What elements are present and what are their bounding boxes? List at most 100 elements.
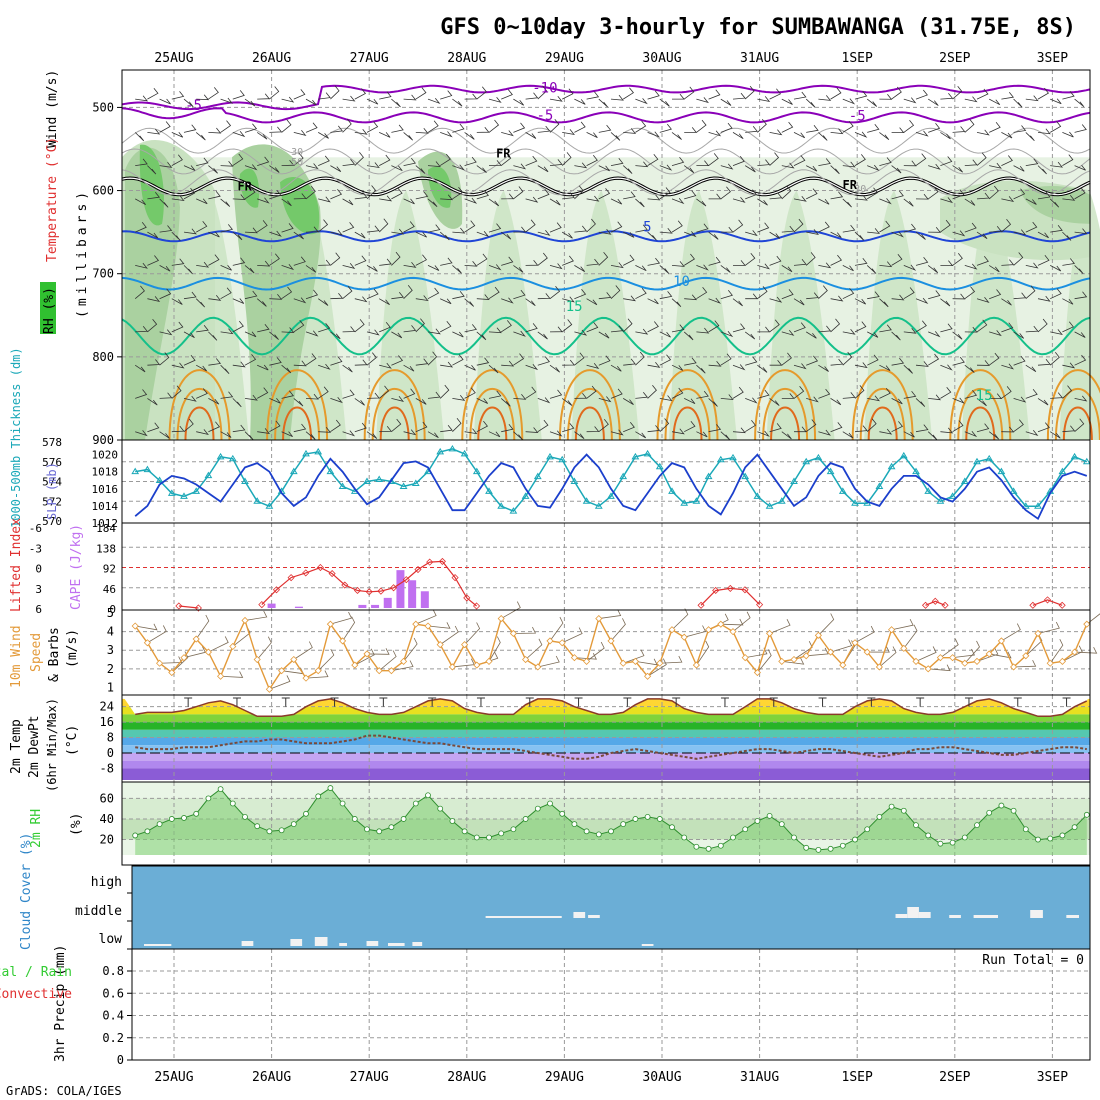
profile-ylabel-pressure: (millibars) bbox=[75, 188, 90, 318]
rh2m-marker bbox=[852, 836, 858, 843]
wind-barb bbox=[391, 98, 401, 108]
wind-barb bbox=[671, 387, 684, 399]
wind-barb bbox=[366, 329, 380, 336]
wind-barb bbox=[915, 153, 927, 166]
wind-barb bbox=[1001, 259, 1015, 266]
wind-barb bbox=[513, 330, 526, 337]
wind-barb bbox=[769, 359, 783, 366]
wind-barb bbox=[696, 364, 706, 374]
thickness-marker bbox=[228, 454, 237, 462]
minmax-bar bbox=[574, 697, 583, 707]
isotherm-dome bbox=[274, 387, 321, 441]
wind10m-barb bbox=[135, 623, 158, 631]
rh-column-mid bbox=[669, 190, 737, 440]
wind-barb bbox=[635, 287, 647, 300]
thickness-marker bbox=[1021, 502, 1030, 509]
isotherm-dome bbox=[770, 406, 801, 441]
wind-barb bbox=[976, 256, 989, 266]
wind-barb bbox=[781, 329, 795, 336]
wind-barb bbox=[854, 231, 865, 241]
wind-barb bbox=[964, 222, 977, 233]
wind-barb bbox=[525, 259, 539, 266]
wind-barb bbox=[574, 98, 586, 105]
wind-barb bbox=[976, 88, 989, 100]
wind-barb bbox=[183, 395, 197, 402]
wind-barb bbox=[903, 287, 915, 300]
wind-barb bbox=[366, 352, 377, 366]
bottom-date-label: 28AUG bbox=[447, 1070, 486, 1085]
isotherm-dome bbox=[176, 387, 223, 441]
wind-barb bbox=[574, 185, 584, 200]
wind-barb bbox=[623, 295, 636, 302]
wind-barb bbox=[952, 126, 966, 133]
rh2m-marker bbox=[791, 834, 797, 841]
wind-barb bbox=[232, 361, 246, 368]
wind-barb bbox=[403, 262, 417, 268]
wind-barb bbox=[378, 218, 389, 233]
cloud-block bbox=[949, 915, 961, 918]
wind10m-y-axis: 1 2 3 4 5 bbox=[107, 606, 114, 694]
wind10m-marker bbox=[851, 639, 859, 647]
y-tick-label: 500 bbox=[92, 100, 114, 114]
wind10m-marker bbox=[436, 641, 444, 649]
wind-barb bbox=[842, 265, 854, 272]
thickness-marker bbox=[741, 472, 750, 480]
wind10m-barb bbox=[940, 638, 959, 658]
wind-barb bbox=[684, 420, 696, 433]
wind-barb bbox=[927, 265, 939, 274]
wind-barb bbox=[793, 218, 804, 233]
minmax-bar bbox=[184, 697, 193, 707]
isotherm-dome bbox=[363, 369, 426, 441]
wind10m-barb bbox=[879, 646, 897, 668]
wind-barb bbox=[476, 86, 487, 100]
wind-barb bbox=[183, 187, 196, 200]
wind10m-barb bbox=[732, 611, 751, 632]
minmax-bar bbox=[379, 697, 388, 707]
wind-barb bbox=[208, 295, 222, 301]
wind10m-marker bbox=[827, 648, 835, 656]
wind-barb bbox=[476, 294, 490, 300]
wind-barb bbox=[500, 231, 512, 240]
wind-barb bbox=[403, 221, 415, 233]
bottom-date-axis: 25AUG 26AUG 27AUG 28AUG 29AUG 30AUG 31AUG 1SEP 2… bbox=[154, 1070, 1068, 1085]
wind-barb bbox=[683, 86, 695, 100]
wind-barb bbox=[318, 155, 330, 166]
rh2m-marker bbox=[547, 800, 553, 807]
wind-barb bbox=[806, 396, 819, 403]
wind10m-ylabel-2: Speed bbox=[29, 633, 44, 672]
wind-barb bbox=[488, 286, 500, 300]
precip-legend-convective: Convective bbox=[0, 987, 72, 1002]
wind-barb bbox=[964, 159, 978, 166]
wind10m-barbs bbox=[135, 601, 1100, 690]
temp2m-ylabel-1: 2m Temp bbox=[9, 719, 24, 774]
thickness-marker bbox=[533, 472, 542, 480]
rh2m-marker bbox=[168, 816, 175, 822]
wind10m-marker bbox=[192, 635, 200, 643]
wind-barb bbox=[1074, 228, 1088, 235]
wind-barb bbox=[769, 192, 783, 200]
wind-barb bbox=[196, 94, 210, 101]
wind-barb bbox=[330, 252, 341, 266]
wind-barb bbox=[708, 256, 721, 266]
wind-barb bbox=[488, 198, 500, 207]
wind-barb bbox=[135, 95, 149, 102]
wind-barb bbox=[940, 260, 954, 267]
bottom-date-label: 2SEP bbox=[939, 1070, 970, 1085]
wind10m-barb bbox=[1013, 660, 1037, 668]
profile-ylabel-rh: RH (%) bbox=[42, 287, 57, 334]
bottom-date-label: 25AUG bbox=[154, 1070, 193, 1085]
wind-barb bbox=[1013, 331, 1025, 339]
wind10m-marker bbox=[790, 655, 798, 664]
wind-barb bbox=[244, 186, 256, 200]
wind-barb bbox=[683, 165, 695, 174]
wind-barb bbox=[659, 164, 673, 171]
wind-barb bbox=[220, 364, 230, 374]
isotherm-label: 15 bbox=[976, 388, 993, 404]
wind-barb bbox=[244, 164, 258, 171]
rh2m-marker bbox=[205, 795, 212, 802]
wind-barb bbox=[196, 364, 208, 372]
wind-barb bbox=[183, 291, 197, 300]
wind-barb bbox=[647, 384, 657, 399]
wind-barb bbox=[793, 155, 806, 166]
wind-barb bbox=[732, 196, 746, 203]
